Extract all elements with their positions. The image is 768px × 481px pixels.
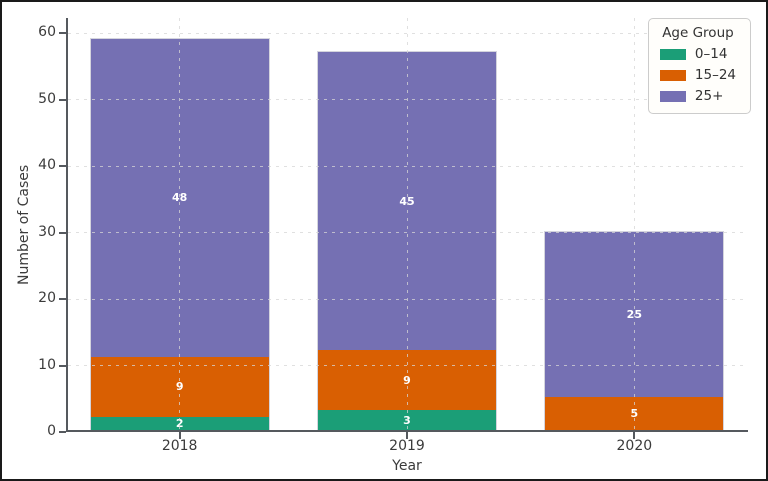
y-tick-mark <box>59 364 66 367</box>
legend-swatch-icon <box>659 69 686 81</box>
left-spine <box>66 18 68 432</box>
legend-swatch-icon <box>659 48 686 60</box>
y-tick-label: 0 <box>47 423 56 439</box>
h-gridline <box>68 99 748 100</box>
y-tick-mark <box>59 298 66 300</box>
h-gridline <box>68 365 748 366</box>
legend-title: Age Group <box>662 25 734 41</box>
v-gridline <box>633 18 635 430</box>
legend: Age Group 0–14 15–24 25+ <box>647 18 751 114</box>
y-tick-label: 30 <box>38 223 56 240</box>
h-gridline <box>68 232 748 233</box>
x-axis-label: Year <box>392 458 422 474</box>
y-tick-mark <box>59 98 66 101</box>
legend-swatch-icon <box>659 90 686 102</box>
x-tick-mark <box>406 432 408 439</box>
bottom-spine <box>66 430 748 432</box>
h-gridline <box>68 165 748 167</box>
y-tick-label: 20 <box>38 290 56 306</box>
x-tick-mark <box>178 432 181 439</box>
legend-entry-15–24: 15–24 <box>659 67 736 83</box>
y-tick-mark <box>59 165 66 167</box>
y-tick-label: 60 <box>38 24 56 40</box>
y-tick-mark <box>59 231 66 234</box>
legend-entry-label: 15–24 <box>694 67 736 83</box>
y-tick-label: 10 <box>38 356 56 373</box>
x-tick-mark <box>633 432 636 439</box>
y-tick-label: 40 <box>38 157 56 173</box>
h-gridline <box>68 32 748 34</box>
x-tick-label: 2019 <box>389 438 425 454</box>
legend-entry-0–14: 0–14 <box>659 46 736 62</box>
y-tick-mark <box>59 431 66 433</box>
legend-entry-label: 25+ <box>694 88 724 104</box>
plot-area: 010203040506048924593255 <box>38 18 748 439</box>
legend-entry-label: 0–14 <box>694 46 728 62</box>
x-tick-label: 2018 <box>161 438 198 454</box>
v-gridline <box>406 18 408 430</box>
y-tick-mark <box>59 32 66 34</box>
h-gridline <box>68 298 748 300</box>
v-gridline <box>179 18 181 430</box>
x-tick-label: 2020 <box>616 438 653 454</box>
y-tick-label: 50 <box>38 90 56 107</box>
legend-entry-25+: 25+ <box>659 88 736 104</box>
